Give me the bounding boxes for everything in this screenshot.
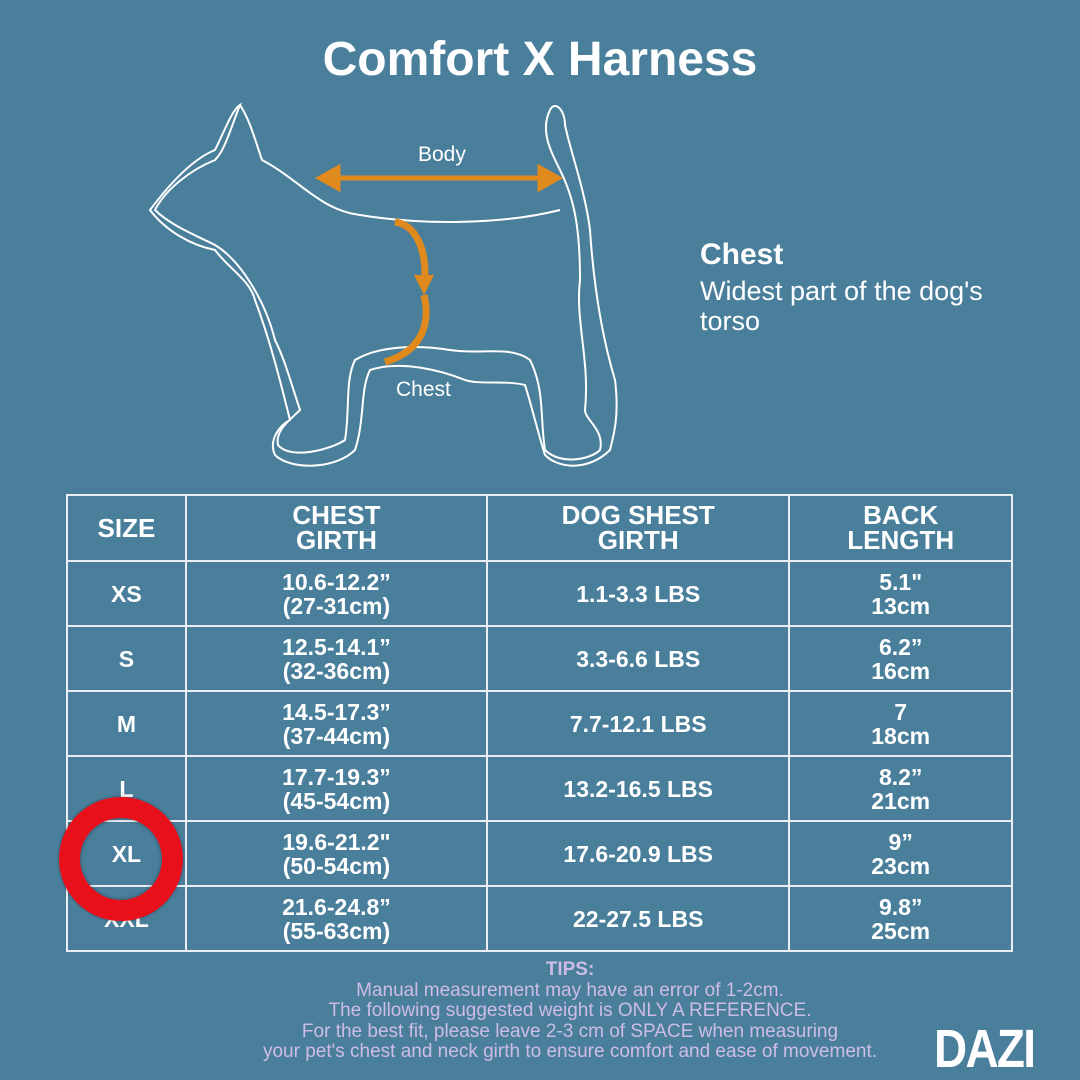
- table-row-cell: 10.6-12.2” (27-31cm): [184, 560, 489, 627]
- chest-note-description: Widest part of the dog's torso: [700, 276, 983, 336]
- table-row-cell: M: [66, 690, 187, 757]
- tips-heading: TIPS:: [545, 959, 595, 980]
- table-row-cell: 17.6-20.9 LBS: [486, 820, 791, 887]
- table-row-cell: 13.2-16.5 LBS: [486, 755, 791, 822]
- table-row-cell: 3.3-6.6 LBS: [486, 625, 791, 692]
- table-row-cell: 14.5-17.3” (37-44cm): [184, 690, 489, 757]
- table-header-row-cell: SIZE: [66, 494, 187, 562]
- table-row-cell: 7 18cm: [788, 690, 1013, 757]
- dog-back-line: [239, 104, 561, 223]
- table-row-cell: 12.5-14.1” (32-36cm): [184, 625, 489, 692]
- table-row-cell: 21.6-24.8” (55-63cm): [184, 885, 489, 952]
- table-row-cell: 7.7-12.1 LBS: [486, 690, 791, 757]
- table-header-row-cell: CHEST GIRTH: [184, 494, 489, 562]
- tips-line: The following suggested weight is ONLY A…: [328, 1000, 812, 1021]
- table-row-cell: 6.2” 16cm: [788, 625, 1013, 692]
- body-arrow: [314, 163, 564, 193]
- table-row-cell: S: [66, 625, 187, 692]
- table-row: M 14.5-17.3” (37-44cm) 7.7-12.1 LBS 7 18cm: [66, 690, 1013, 757]
- table-row-cell: XS: [66, 560, 187, 627]
- table-row-cell: 5.1" 13cm: [788, 560, 1013, 627]
- table-row-cell: 19.6-21.2" (50-54cm): [184, 820, 489, 887]
- table-header-row-cell: DOG SHEST GIRTH: [486, 494, 791, 562]
- table-header-row-cell: BACK LENGTH: [788, 494, 1013, 562]
- table-row-cell: 8.2” 21cm: [788, 755, 1013, 822]
- dazi-logo: DAZI: [934, 1019, 1036, 1079]
- page-title: Comfort X Harness: [322, 33, 758, 86]
- dog-silhouette: [148, 102, 618, 467]
- table-row: XS 10.6-12.2” (27-31cm) 1.1-3.3 LBS 5.1" 13…: [66, 560, 1013, 627]
- body-label: Body: [418, 143, 466, 166]
- table-row: XL 19.6-21.2" (50-54cm) 17.6-20.9 LBS 9” 23…: [66, 820, 1013, 887]
- table-row: L 17.7-19.3” (45-54cm) 13.2-16.5 LBS 8.2” 2…: [66, 755, 1013, 822]
- chest-note-heading: Chest: [700, 238, 784, 271]
- dog-outline-diagram: [148, 102, 618, 467]
- table-row-cell: 9” 23cm: [788, 820, 1013, 887]
- highlight-circle: [59, 797, 183, 921]
- table-row-cell: 1.1-3.3 LBS: [486, 560, 791, 627]
- tips-line: your pet's chest and neck girth to ensur…: [262, 1041, 878, 1062]
- table-header-row: SIZE CHEST GIRTH DOG SHEST GIRTH BACK LENGT…: [66, 494, 1013, 562]
- tips-section: TIPS: Manual measurement may have an err…: [140, 959, 1000, 1063]
- chest-arrow: [383, 218, 434, 366]
- chest-label: Chest: [396, 378, 451, 401]
- tips-line: Manual measurement may have an error of …: [356, 979, 784, 1001]
- table-row-cell: 22-27.5 LBS: [486, 885, 791, 952]
- table-row-cell: 17.7-19.3” (45-54cm): [184, 755, 489, 822]
- size-chart-table: SIZE CHEST GIRTH DOG SHEST GIRTH BACK LENGT…: [66, 494, 1013, 952]
- table-row: S 12.5-14.1” (32-36cm) 3.3-6.6 LBS 6.2” 16c…: [66, 625, 1013, 692]
- tips-line: For the best fit, please leave 2-3 cm of…: [301, 1020, 839, 1042]
- table-row: XXL 21.6-24.8” (55-63cm) 22-27.5 LBS 9.8” 2…: [66, 885, 1013, 952]
- table-row-cell: 9.8” 25cm: [788, 885, 1013, 952]
